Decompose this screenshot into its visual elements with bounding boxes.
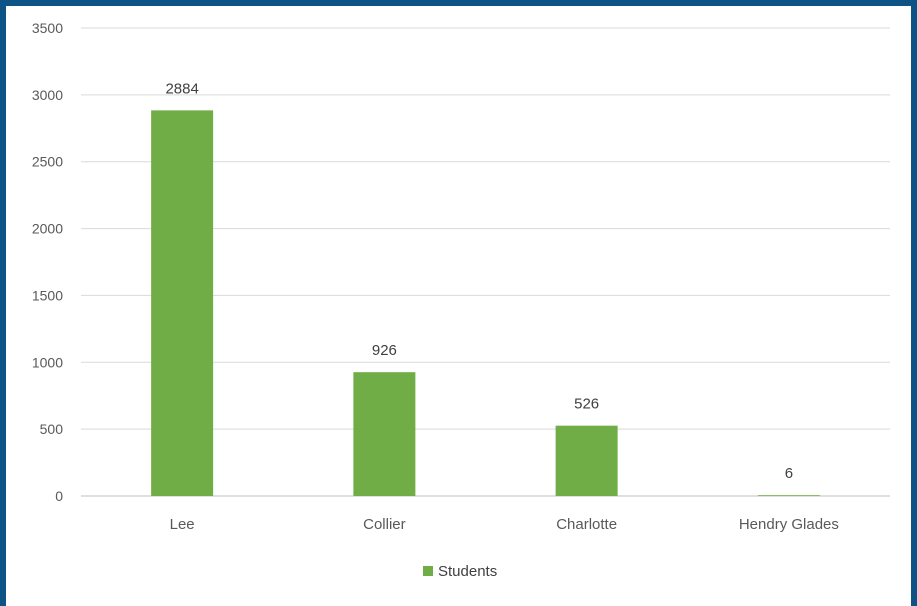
gridlines <box>81 27 890 497</box>
data-label: 526 <box>574 396 599 413</box>
data-label: 2884 <box>165 80 198 97</box>
data-label: 6 <box>785 465 793 482</box>
x-axis-category-labels: Lee Collier Charlotte Hendry Glades <box>170 516 839 533</box>
bar-chart: 0 500 1000 1500 2000 2500 3000 3500 2884 926 526 6… <box>32 20 890 580</box>
x-category-label: Lee <box>170 516 195 533</box>
bar <box>151 110 214 497</box>
y-tick-label: 2000 <box>32 221 63 237</box>
y-tick-label: 1000 <box>32 354 63 370</box>
y-tick-label: 500 <box>40 421 64 437</box>
legend-label-students: Students <box>438 563 497 580</box>
legend-swatch-students <box>423 566 433 576</box>
bar <box>757 495 820 496</box>
x-category-label: Hendry Glades <box>739 516 839 533</box>
bar <box>353 372 416 496</box>
y-axis-tick-labels: 0 500 1000 1500 2000 2500 3000 3500 <box>32 20 63 504</box>
y-tick-label: 1500 <box>32 287 63 303</box>
y-tick-label: 2500 <box>32 154 63 170</box>
y-tick-label: 3000 <box>32 87 63 103</box>
data-labels: 2884 926 526 6 <box>165 80 793 482</box>
bar <box>555 425 618 496</box>
y-tick-label: 3500 <box>32 20 63 36</box>
legend: Students <box>423 563 497 580</box>
y-tick-label: 0 <box>55 488 63 504</box>
chart-frame: 0 500 1000 1500 2000 2500 3000 3500 2884 926 526 6… <box>6 6 911 606</box>
bars <box>151 110 820 497</box>
x-category-label: Collier <box>363 516 406 533</box>
data-label: 926 <box>372 342 397 359</box>
x-category-label: Charlotte <box>556 516 617 533</box>
